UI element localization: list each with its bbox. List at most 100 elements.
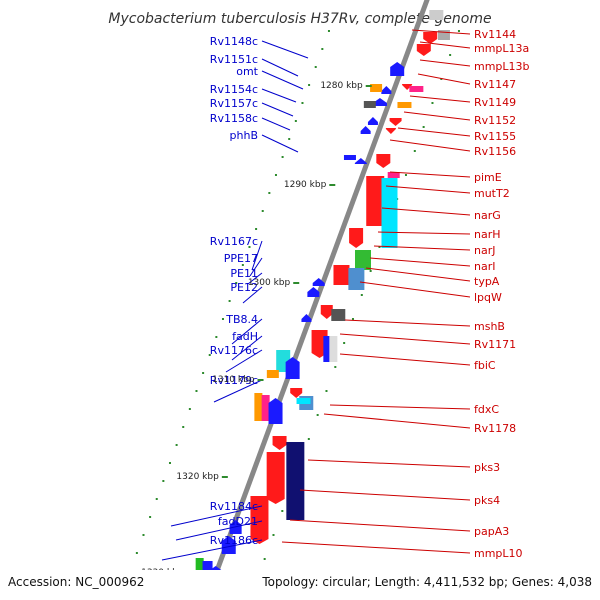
gene-label-rv1144: Rv1144	[474, 28, 516, 41]
leader-line	[307, 459, 471, 468]
genome-backbone	[203, 0, 430, 600]
gene-block	[266, 370, 279, 378]
leader-line	[261, 58, 299, 77]
gene-arrow	[402, 84, 413, 90]
gene-label-omt: omt	[236, 65, 258, 78]
leader-line	[403, 111, 471, 121]
gene-arrow	[390, 62, 405, 76]
tick-dot	[422, 126, 425, 128]
gene-arrow	[301, 314, 312, 322]
gene-block	[355, 250, 371, 270]
gene-block	[437, 30, 450, 40]
leader-line	[261, 88, 297, 103]
genome-summary-text: Topology: circular; Length: 4,411,532 bp…	[261, 575, 592, 589]
gene-arrow	[312, 278, 325, 286]
gene-arrow	[354, 158, 367, 164]
tick-dot	[301, 102, 304, 104]
tick-dot	[314, 66, 317, 68]
gene-label-fbic: fbiC	[474, 359, 496, 372]
gene-label-typa: typA	[474, 275, 500, 288]
leader-line	[419, 41, 471, 49]
tick-dot	[281, 510, 284, 512]
tick-dot	[369, 270, 372, 272]
gene-arrow	[385, 128, 396, 134]
gene-arrow	[376, 154, 391, 168]
accession-text: Accession: NC_000962	[8, 575, 144, 589]
leader-line	[365, 267, 471, 282]
map-title: Mycobacterium tuberculosis H37Rv, comple…	[108, 11, 491, 27]
footer-background	[0, 570, 600, 600]
gene-arrow	[266, 452, 285, 504]
gene-arrow	[290, 388, 303, 398]
gene-label-rv1158c: Rv1158c	[210, 112, 258, 125]
tick-dot	[440, 78, 443, 80]
tick-dot	[162, 480, 165, 482]
gene-label-mshb: mshB	[474, 320, 505, 333]
leader-line	[231, 318, 263, 345]
tick-dot	[188, 408, 191, 410]
gene-arrow	[381, 86, 392, 94]
leader-line	[213, 379, 263, 403]
gene-label-rv1152: Rv1152	[474, 114, 516, 127]
scale-label: 1280 kbp	[320, 81, 363, 91]
gene-block	[348, 268, 365, 290]
gene-block	[331, 309, 346, 321]
tick-dot	[182, 426, 185, 428]
tick-dot	[221, 318, 224, 320]
leader-line	[261, 70, 304, 90]
gene-label-pime: pimE	[474, 171, 502, 184]
gene-label-rv1186c: Rv1186c	[210, 534, 258, 547]
tick-dot	[135, 552, 138, 554]
backbone-line	[203, 0, 430, 600]
gene-label-mutt2: mutT2	[474, 187, 510, 200]
gene-arrow	[360, 126, 371, 134]
leader-line	[377, 231, 471, 235]
gene-label-nari: narI	[474, 260, 495, 273]
gene-label-mmpl10: mmpL10	[474, 547, 523, 560]
gene-label-rv1176c: Rv1176c	[210, 344, 258, 357]
gene-block	[254, 393, 263, 421]
tick-dot	[294, 120, 297, 122]
leader-line	[261, 117, 291, 131]
gene-label-fadh: fadH	[232, 330, 258, 343]
gene-block	[409, 86, 424, 92]
gene-label-lpqw: lpqW	[474, 291, 502, 304]
tick-dot	[208, 354, 211, 356]
leader-line	[242, 286, 263, 304]
gene-arrow	[389, 118, 402, 126]
gene-block	[329, 336, 338, 362]
gene-arrow	[372, 98, 387, 106]
leader-line	[225, 349, 263, 373]
tick-dot	[327, 30, 330, 32]
gene-arrow	[221, 536, 236, 554]
tick-dot	[272, 534, 275, 536]
gene-label-rv1156: Rv1156	[474, 145, 516, 158]
leader-line	[381, 207, 471, 216]
tick-dot	[457, 30, 460, 32]
tick-dot	[321, 48, 324, 50]
gene-arrow	[285, 357, 300, 379]
leader-line	[417, 73, 471, 85]
tick-dot	[175, 444, 178, 446]
leader-line	[289, 519, 471, 532]
gene-label-rv1154c: Rv1154c	[210, 83, 258, 96]
gene-arrow	[268, 398, 283, 424]
leader-line	[389, 171, 471, 178]
gene-label-rv1149: Rv1149	[474, 96, 516, 109]
leader-line	[161, 539, 263, 561]
tick-dot	[155, 498, 158, 500]
gene-label-rv1155: Rv1155	[474, 130, 516, 143]
tick-dot	[449, 54, 452, 56]
tick-dot	[195, 390, 198, 392]
tick-dot	[142, 534, 145, 536]
gene-block	[286, 442, 305, 520]
tick-dot	[255, 228, 258, 230]
gene-label-fadd21: fadD21	[218, 515, 258, 528]
scale-label: 1310 kbp	[212, 375, 255, 385]
gene-label-pks3: pks3	[474, 461, 500, 474]
tick-dot	[248, 246, 251, 248]
tick-dot	[325, 390, 328, 392]
gene-label-mmpl13b: mmpL13b	[474, 60, 530, 73]
tick-dot	[343, 342, 346, 344]
